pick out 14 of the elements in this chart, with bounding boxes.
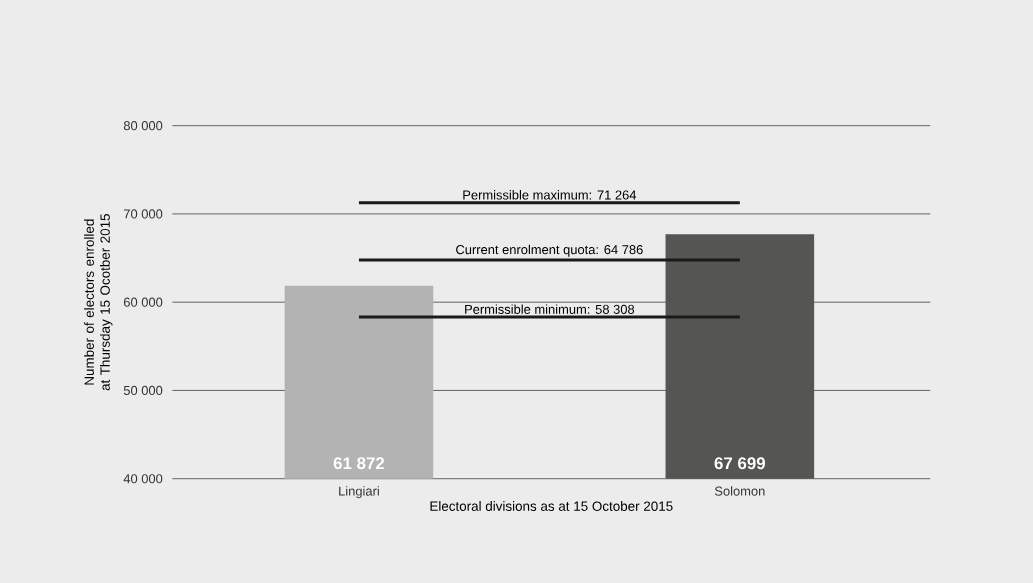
ref-line-label: Permissible maximum: 71 264 (463, 189, 637, 200)
y-tick-label: 50 000 (123, 385, 163, 395)
x-tick-label: Solomon (714, 486, 765, 496)
ref-line-label: Permissible minimum: 58 308 (465, 304, 635, 314)
x-tick-label: Lingiari (339, 486, 379, 499)
data-label: 61 872 (333, 457, 385, 470)
ref-line-label: Current enrolment quota: 64 786 (456, 244, 643, 257)
y-tick-label: 70 000 (123, 209, 163, 219)
y-tick-label: 40 000 (123, 473, 163, 484)
y-axis-title: Number of electors enrolled at Thursday 15 Ocotber 2015 (84, 213, 113, 391)
y-tick-label: 60 000 (123, 297, 163, 307)
data-label: 67 699 (714, 457, 766, 470)
y-tick-label: 80 000 (123, 120, 163, 131)
x-axis-title: Electoral divisions as at 15 October 2015 (430, 500, 673, 511)
